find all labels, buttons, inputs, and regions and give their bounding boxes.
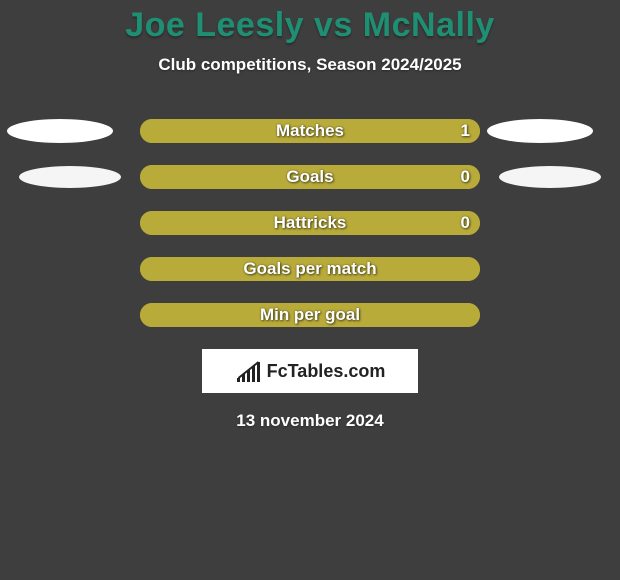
stat-row-hattricks: Hattricks 0 <box>0 211 620 235</box>
stat-value: 0 <box>461 165 470 189</box>
stat-label: Matches <box>140 119 480 143</box>
stat-label: Goals <box>140 165 480 189</box>
page-title: Joe Leesly vs McNally <box>0 0 620 45</box>
stat-row-goals: Goals 0 <box>0 165 620 189</box>
stat-label: Min per goal <box>140 303 480 327</box>
stat-row-min-per-goal: Min per goal <box>0 303 620 327</box>
branding-logo: FcTables.com <box>202 349 418 393</box>
stat-label: Hattricks <box>140 211 480 235</box>
player1-marker <box>19 166 121 188</box>
player1-marker <box>7 119 113 143</box>
logo-bars-icon <box>235 358 261 384</box>
player2-marker <box>487 119 593 143</box>
stat-value: 0 <box>461 211 470 235</box>
stat-label: Goals per match <box>140 257 480 281</box>
subtitle: Club competitions, Season 2024/2025 <box>0 55 620 75</box>
comparison-chart: Matches 1 Goals 0 Hattricks 0 Goals per … <box>0 119 620 327</box>
stat-row-matches: Matches 1 <box>0 119 620 143</box>
logo-svg <box>235 358 261 384</box>
stat-value: 1 <box>461 119 470 143</box>
logo-text: FcTables.com <box>267 361 386 382</box>
generated-date: 13 november 2024 <box>0 411 620 431</box>
stat-row-goals-per-match: Goals per match <box>0 257 620 281</box>
player2-marker <box>499 166 601 188</box>
page-root: Joe Leesly vs McNally Club competitions,… <box>0 0 620 580</box>
